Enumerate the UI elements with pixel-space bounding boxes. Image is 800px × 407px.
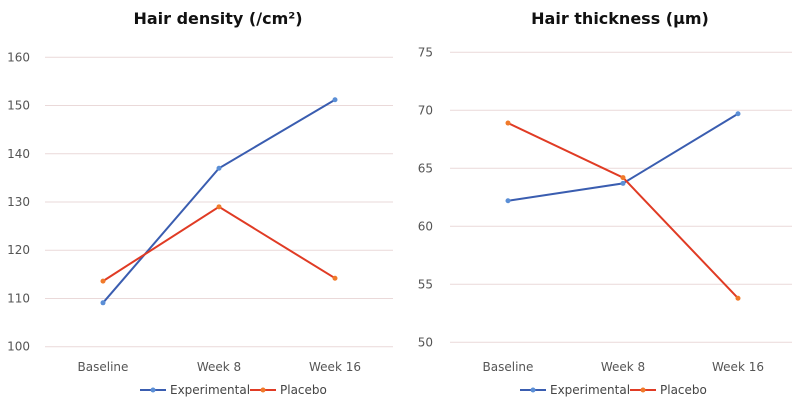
y-tick-label: 75 (418, 45, 433, 59)
legend-marker (150, 387, 156, 393)
legend-marker (260, 387, 266, 393)
y-tick-label: 65 (418, 161, 433, 175)
data-point-placebo (332, 275, 338, 281)
chart-panel-1: Hair thickness (µm) 50 55 60 65 70 75 Baseline W… (418, 9, 792, 397)
chart-title: Hair thickness (µm) (531, 9, 709, 28)
data-point-placebo (620, 175, 626, 181)
series-line-placebo (507, 122, 739, 299)
legend-marker (530, 387, 536, 393)
chart-panel-0: Hair density (/cm²) 100 110 120 130 140 150 160… (7, 9, 393, 397)
data-point-experimental (332, 97, 338, 103)
data-point-placebo (505, 120, 511, 126)
y-tick-label: 60 (418, 219, 433, 233)
y-tick-label: 55 (418, 277, 433, 291)
y-tick-label: 70 (418, 103, 433, 117)
y-tick-label: 140 (7, 147, 30, 161)
x-tick-label: Week 16 (309, 360, 361, 374)
data-point-placebo (100, 278, 106, 284)
x-tick-label: Week 16 (712, 360, 764, 374)
y-tick-label: 100 (7, 340, 30, 354)
data-point-experimental (100, 300, 106, 306)
legend-label: Experimental (170, 383, 250, 397)
y-tick-label: 120 (7, 243, 30, 257)
data-point-experimental (216, 165, 222, 171)
data-point-experimental (620, 180, 626, 186)
legend-marker (640, 387, 646, 393)
y-tick-label: 130 (7, 195, 30, 209)
data-point-placebo (735, 295, 741, 301)
y-tick-label: 150 (7, 99, 30, 113)
x-tick-label: Baseline (483, 360, 534, 374)
legend-label: Placebo (280, 383, 327, 397)
legend-label: Placebo (660, 383, 707, 397)
chart-title: Hair density (/cm²) (133, 9, 302, 28)
x-tick-label: Week 8 (197, 360, 241, 374)
series-line-experimental (507, 112, 739, 202)
x-tick-label: Week 8 (601, 360, 645, 374)
legend-label: Experimental (550, 383, 630, 397)
series-line-placebo (102, 205, 336, 282)
y-tick-label: 160 (7, 50, 30, 64)
data-point-experimental (735, 111, 741, 117)
data-point-placebo (216, 204, 222, 210)
y-tick-label: 50 (418, 335, 433, 349)
y-tick-label: 110 (7, 291, 30, 305)
series-line-experimental (102, 98, 336, 304)
x-tick-label: Baseline (78, 360, 129, 374)
data-point-experimental (505, 198, 511, 204)
